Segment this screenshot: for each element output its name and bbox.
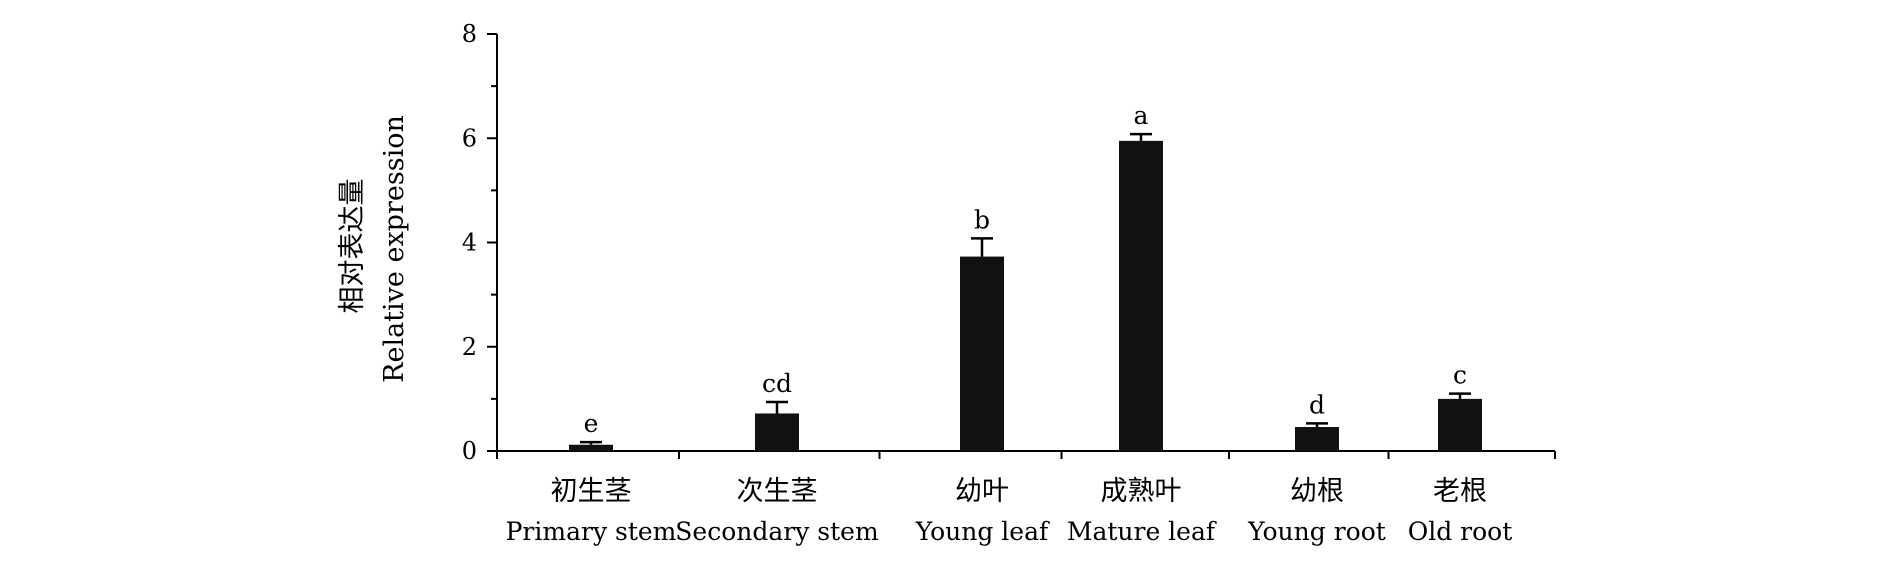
bars-group	[569, 132, 1482, 451]
category-label-en: Young leaf	[915, 517, 1050, 546]
y-axis-label-en: Relative expression	[379, 115, 410, 383]
bar	[960, 256, 1004, 451]
bar	[569, 444, 613, 451]
significance-label: c	[1453, 361, 1467, 390]
bar	[1295, 427, 1339, 451]
y-tick-label: 2	[462, 333, 477, 361]
significance-label: e	[584, 409, 599, 438]
category-label-en: Old root	[1408, 517, 1513, 546]
category-label-en: Young root	[1247, 517, 1386, 546]
y-axis-label-cn: 相对表达量	[337, 179, 368, 314]
category-label-en: Primary stem	[506, 517, 677, 546]
significance-label: a	[1134, 101, 1149, 130]
category-label-cn: 成熟叶	[1101, 476, 1182, 507]
y-tick-label: 4	[462, 229, 477, 257]
category-label-cn: 幼叶	[955, 476, 1009, 507]
category-label-cn: 老根	[1433, 476, 1487, 507]
axes: 0 2 4 6 8	[462, 20, 1556, 465]
significance-label: cd	[762, 369, 792, 398]
y-tick-label: 6	[462, 124, 477, 152]
bar	[755, 413, 799, 451]
bar	[1119, 140, 1163, 451]
category-label-cn: 次生茎	[737, 476, 818, 507]
y-tick-label: 0	[462, 437, 477, 465]
y-tick-label: 8	[462, 20, 477, 48]
category-label-en: Secondary stem	[675, 517, 879, 546]
category-label-cn: 初生茎	[551, 476, 632, 507]
category-label-en: Mature leaf	[1067, 517, 1217, 546]
bar	[1438, 398, 1482, 451]
significance-label: b	[974, 205, 990, 234]
y-axis-label-group: 相对表达量 Relative expression	[337, 115, 410, 383]
significance-label: d	[1309, 390, 1325, 419]
category-label-cn: 幼根	[1290, 476, 1344, 507]
